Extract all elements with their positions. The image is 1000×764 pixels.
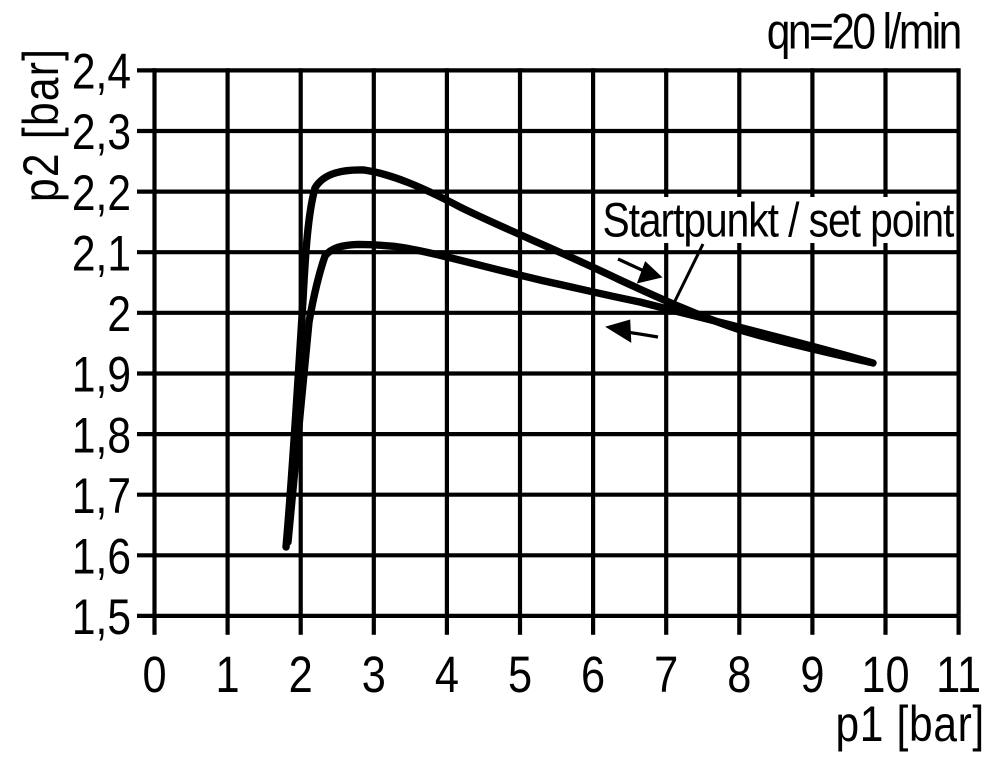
svg-text:0: 0	[142, 647, 166, 704]
svg-text:2,3: 2,3	[72, 104, 131, 160]
svg-text:9: 9	[800, 647, 824, 704]
svg-text:1,9: 1,9	[72, 346, 131, 402]
svg-text:1,7: 1,7	[72, 468, 131, 524]
svg-text:p1 [bar]: p1 [bar]	[836, 696, 985, 752]
svg-text:4: 4	[435, 647, 459, 704]
svg-text:3: 3	[362, 647, 386, 704]
svg-text:5: 5	[508, 647, 532, 704]
svg-text:10: 10	[861, 647, 909, 704]
svg-text:6: 6	[581, 647, 605, 704]
svg-text:1,5: 1,5	[72, 589, 131, 645]
svg-text:2,4: 2,4	[72, 43, 131, 99]
svg-text:8: 8	[727, 647, 751, 704]
svg-text:Startpunkt / set point: Startpunkt / set point	[603, 194, 955, 247]
svg-text:11: 11	[936, 647, 981, 704]
svg-text:qn=20 l/min: qn=20 l/min	[767, 3, 963, 59]
svg-text:2: 2	[289, 647, 313, 704]
svg-text:2,1: 2,1	[72, 225, 131, 281]
svg-text:2,2: 2,2	[72, 165, 131, 221]
svg-text:1,6: 1,6	[72, 528, 131, 584]
svg-text:p2 [bar]: p2 [bar]	[13, 49, 69, 202]
svg-text:1,8: 1,8	[72, 407, 131, 463]
svg-text:2: 2	[107, 286, 131, 342]
svg-text:1: 1	[216, 647, 240, 704]
svg-text:7: 7	[654, 647, 678, 704]
